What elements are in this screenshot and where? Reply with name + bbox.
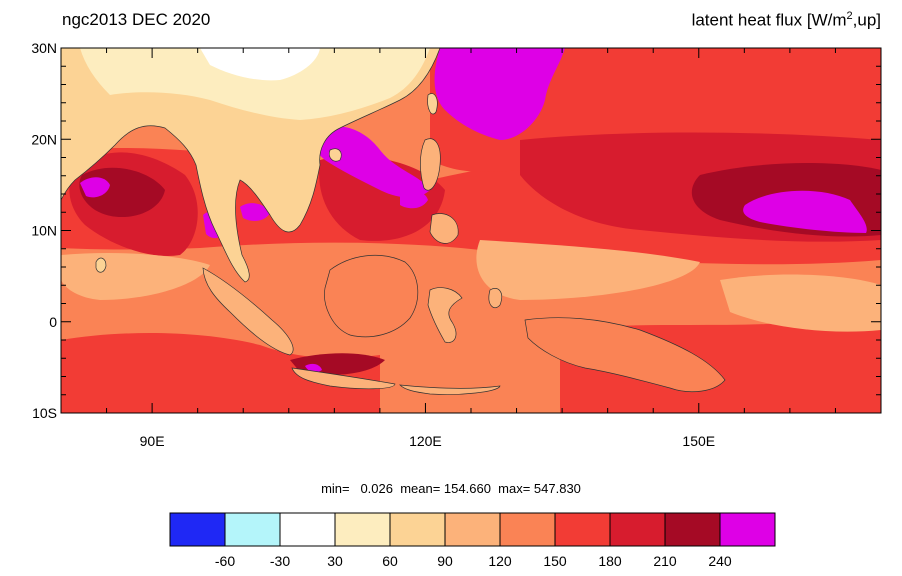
colorbar-boxes bbox=[169, 512, 776, 547]
colorbar-label: 180 bbox=[598, 553, 622, 569]
extreme-pacific bbox=[743, 190, 867, 233]
colorbar-box bbox=[664, 512, 721, 547]
colorbar-label: -60 bbox=[215, 553, 235, 569]
colorbar-label: 30 bbox=[327, 553, 343, 569]
flux-low-pacific-south bbox=[720, 274, 881, 332]
land-hainan bbox=[328, 148, 342, 162]
x-tick-label: 120E bbox=[409, 433, 442, 449]
colorbar-box bbox=[169, 512, 226, 547]
extreme-philippine bbox=[400, 190, 428, 209]
colorbar-box bbox=[334, 512, 391, 547]
colorbar-labels: -60 -30 30 60 90 120 150 180 210 240 bbox=[215, 553, 732, 569]
extreme-east-china-sea bbox=[434, 48, 565, 140]
colorbar-label: 240 bbox=[708, 553, 732, 569]
land-lesser-sunda bbox=[399, 384, 501, 395]
land-asia-northwest-light bbox=[200, 48, 320, 81]
x-tick-label: 90E bbox=[140, 433, 165, 449]
land-luzon bbox=[420, 138, 441, 191]
colorbar-box bbox=[499, 512, 556, 547]
land-borneo bbox=[324, 254, 419, 338]
variable-title-tail: ,up] bbox=[852, 10, 881, 30]
extreme-gulf-thailand bbox=[240, 203, 270, 221]
map-title: ngc2013 DEC 2020 bbox=[62, 10, 211, 29]
colorbar-box bbox=[224, 512, 281, 547]
colorbar-box bbox=[554, 512, 611, 547]
colorbar-label: 90 bbox=[437, 553, 453, 569]
land-halmahera bbox=[488, 288, 503, 309]
map-plot: 90E 120E 150E 30N 20N 10N 0 10S bbox=[31, 40, 882, 449]
colorbar-label: 150 bbox=[543, 553, 567, 569]
colorbar-box bbox=[609, 512, 666, 547]
land-mindanao bbox=[429, 213, 459, 244]
y-tick-label: 10S bbox=[32, 405, 57, 421]
land-asia-interior bbox=[80, 48, 430, 120]
extreme-taiwan-strait bbox=[313, 126, 430, 198]
colorbar-label: -30 bbox=[270, 553, 290, 569]
axis-ticks bbox=[61, 48, 881, 413]
x-tick-label: 150E bbox=[682, 433, 715, 449]
land-sulawesi bbox=[427, 287, 463, 343]
y-tick-label: 0 bbox=[49, 314, 57, 330]
colorbar-label: 60 bbox=[382, 553, 398, 569]
colorbar-box bbox=[719, 512, 776, 547]
colorbar-label: 210 bbox=[653, 553, 677, 569]
colorbar-box bbox=[444, 512, 501, 547]
map-layers bbox=[61, 48, 881, 413]
variable-title-exponent: 2 bbox=[846, 10, 853, 22]
variable-title-main: latent heat flux [W/m bbox=[691, 10, 847, 30]
extreme-bengal bbox=[80, 177, 110, 198]
land-new-guinea bbox=[524, 317, 726, 393]
flux-low-equator-east bbox=[476, 240, 700, 300]
y-tick-label: 30N bbox=[31, 40, 57, 56]
y-tick-label: 20N bbox=[31, 131, 57, 147]
colorbar-box bbox=[389, 512, 446, 547]
land-sumatra bbox=[202, 267, 294, 356]
y-tick-label: 10N bbox=[31, 223, 57, 239]
land-taiwan bbox=[427, 93, 438, 115]
axis-tick-labels: 90E 120E 150E 30N 20N 10N 0 10S bbox=[31, 40, 715, 449]
flux-band-south bbox=[61, 333, 380, 413]
variable-title: latent heat flux [W/m2,up] bbox=[692, 10, 881, 31]
colorbar-label: 120 bbox=[488, 553, 512, 569]
land-sri-lanka bbox=[95, 257, 107, 273]
summary-stats: min= 0.026 mean= 154.660 max= 547.830 bbox=[321, 481, 581, 496]
colorbar-box bbox=[279, 512, 336, 547]
land-java bbox=[291, 367, 396, 390]
